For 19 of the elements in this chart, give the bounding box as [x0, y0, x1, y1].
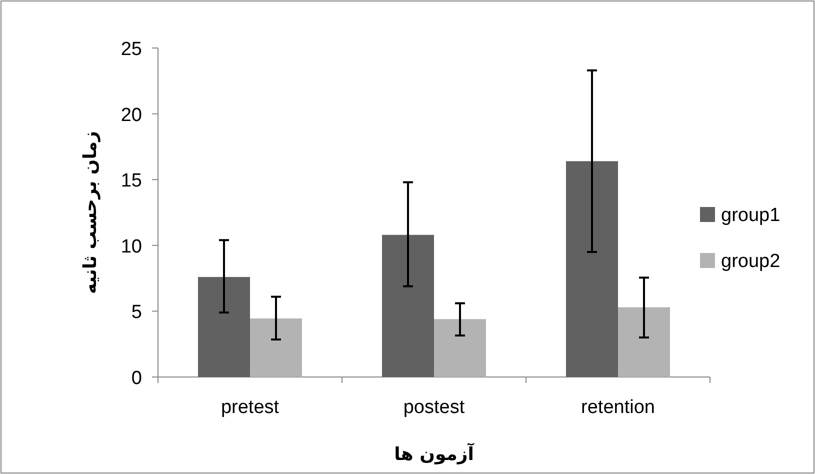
bar: [618, 307, 670, 377]
x-axis-title: آزمون ها: [394, 442, 475, 465]
bar: [434, 319, 486, 377]
legend-label: group2: [721, 251, 780, 272]
bar: [566, 161, 618, 377]
y-tick-label: 25: [120, 39, 142, 60]
x-tick-label: postest: [403, 397, 466, 418]
x-tick-label: pretest: [220, 397, 280, 418]
y-tick-label: 15: [120, 170, 142, 192]
x-tick-label: retention: [581, 397, 655, 418]
bar: [382, 234, 434, 377]
y-tick-label: 10: [120, 236, 142, 258]
y-tick-label: 5: [131, 302, 142, 324]
bar: [198, 276, 250, 377]
legend-label: group1: [721, 205, 780, 226]
y-axis-title: زمان برحسب ثانیه: [80, 130, 101, 294]
y-tick-label: 0: [131, 368, 142, 389]
y-tick-label: 20: [120, 104, 142, 126]
bar: [250, 318, 302, 377]
